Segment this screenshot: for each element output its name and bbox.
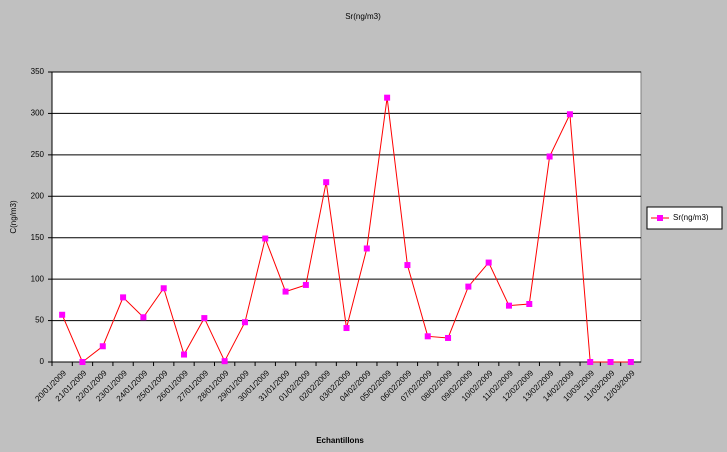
marker — [241, 319, 248, 326]
marker — [181, 351, 188, 358]
y-tick-label: 50 — [35, 316, 44, 325]
marker — [363, 245, 370, 252]
marker — [323, 179, 330, 186]
marker — [79, 359, 86, 365]
marker — [282, 288, 289, 295]
legend-marker — [657, 215, 663, 221]
marker — [160, 285, 167, 292]
marker — [465, 283, 472, 290]
y-axis-title: C(ng/m3) — [9, 200, 18, 234]
legend — [646, 206, 723, 230]
marker — [140, 314, 147, 321]
marker — [607, 359, 614, 365]
chart-title: Sr(ng/m3) — [345, 12, 381, 21]
y-tick-label: 200 — [31, 191, 45, 200]
marker — [201, 315, 208, 322]
marker — [424, 333, 431, 340]
y-tick-label: 300 — [31, 109, 45, 118]
marker — [384, 94, 391, 101]
marker — [546, 153, 553, 160]
plot-area — [51, 71, 642, 363]
marker — [343, 325, 350, 332]
marker — [99, 343, 106, 350]
marker — [120, 294, 127, 301]
marker — [221, 358, 228, 365]
marker — [587, 359, 594, 365]
y-tick-label: 100 — [31, 274, 45, 283]
marker — [566, 111, 573, 118]
marker — [505, 302, 512, 309]
marker — [262, 235, 269, 242]
marker — [445, 334, 452, 341]
y-tick-label: 150 — [31, 233, 45, 242]
marker — [59, 311, 66, 318]
y-tick-label: 0 — [40, 357, 45, 366]
y-tick-label: 250 — [31, 150, 45, 159]
legend-label: Sr(ng/m3) — [673, 213, 709, 222]
marker — [526, 301, 533, 307]
x-axis-title: Echantillons — [316, 436, 364, 445]
marker — [485, 259, 492, 266]
marker — [627, 359, 634, 365]
y-tick-label: 350 — [31, 67, 45, 76]
marker — [404, 262, 411, 269]
marker — [302, 281, 309, 288]
